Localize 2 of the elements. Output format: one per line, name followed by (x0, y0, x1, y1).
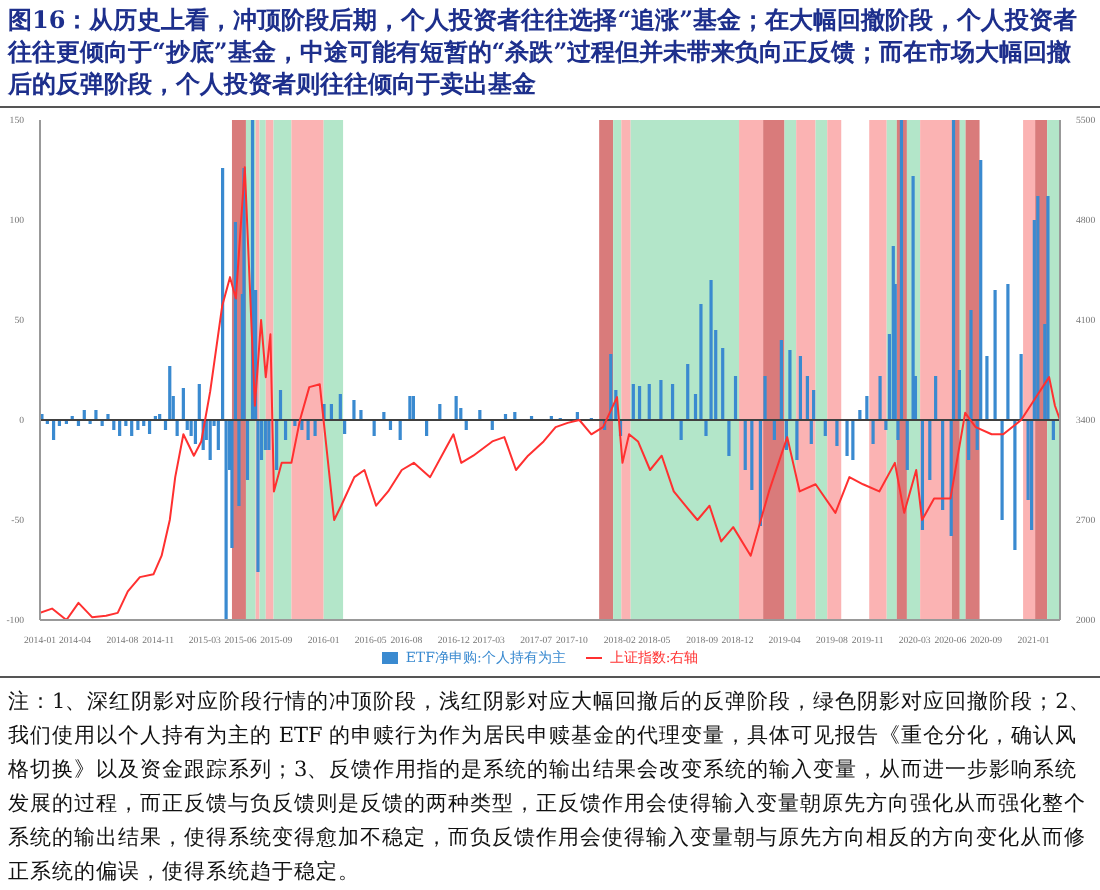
chart-title: 图16：从历史上看，冲顶阶段后期，个人投资者往往选择“追涨”基金；在大幅回撤阶段，个人投资者往往更倾向于“抄底”基金，中途可能有短暂的“杀跌”过程但并未带来负向正反馈；而在市场大幅回撤后的反弹阶段，个人投资者则往往倾向于卖出基金 (0, 0, 1100, 108)
text: 注：1、深红阴影对应阶段行情的冲顶阶段，浅红阴影对应大幅回撤后的反弹阶段，绿色阴影对应回撤阶段；2、我们使用以个人持有为主的 ETF 的申赎行为作为居民申赎基金的代理变量，具体可见报告《重仓分化，确认风格切换》以及资金跟踪系列；3、反馈作用指的是系统的输出结果会改变系统的输入变量，从而进一步影响系统发展的过程，而正反馈与负反馈则是反馈的两种类型，正反馈作用会使得输入变量朝原先方向强化从而强化整个系统的输出结果，使得系统变得愈加不稳定，而负反馈作用会使得输入变量朝与原先方向相反的方向变化从而修正系统的偏误，使得系统趋于稳定。 (8, 688, 1092, 888)
